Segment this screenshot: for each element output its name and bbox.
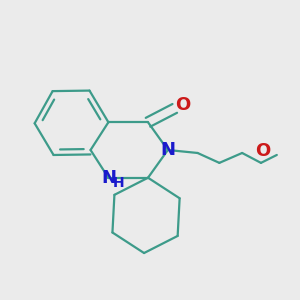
Text: O: O [175, 96, 190, 114]
Text: O: O [255, 142, 271, 160]
Text: N: N [101, 169, 116, 187]
Text: H: H [112, 176, 124, 190]
Text: N: N [160, 141, 175, 159]
